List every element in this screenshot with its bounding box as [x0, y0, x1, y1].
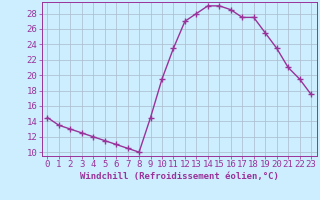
X-axis label: Windchill (Refroidissement éolien,°C): Windchill (Refroidissement éolien,°C) [80, 172, 279, 181]
